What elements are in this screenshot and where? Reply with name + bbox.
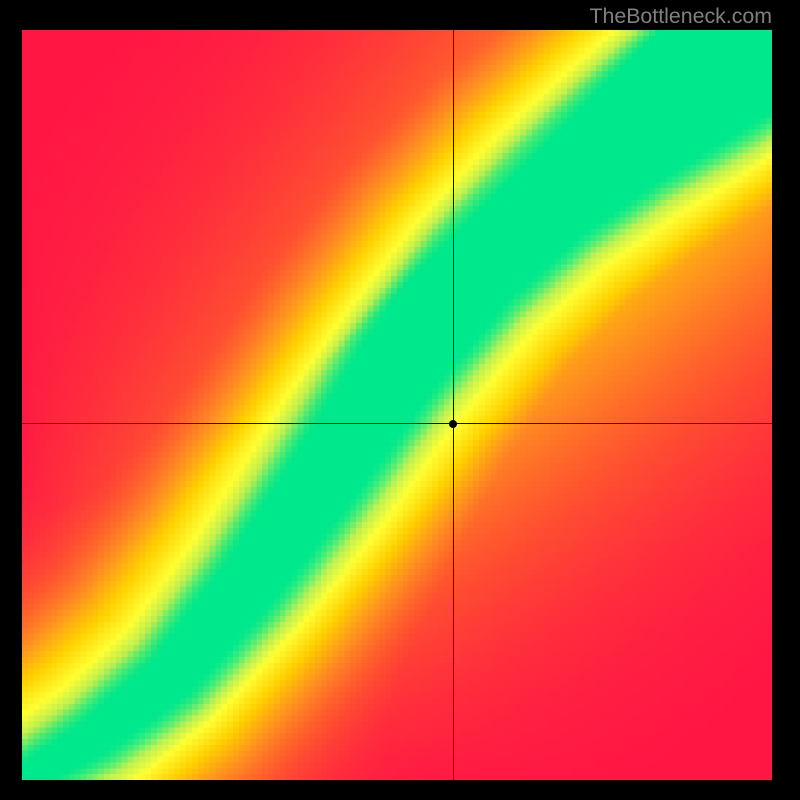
crosshair-dot [449,420,457,428]
plot-container: TheBottleneck.com [0,0,800,800]
crosshair-vertical [453,30,454,780]
crosshair-horizontal [22,423,772,424]
watermark-text: TheBottleneck.com [589,4,772,29]
heatmap-canvas [22,30,772,780]
